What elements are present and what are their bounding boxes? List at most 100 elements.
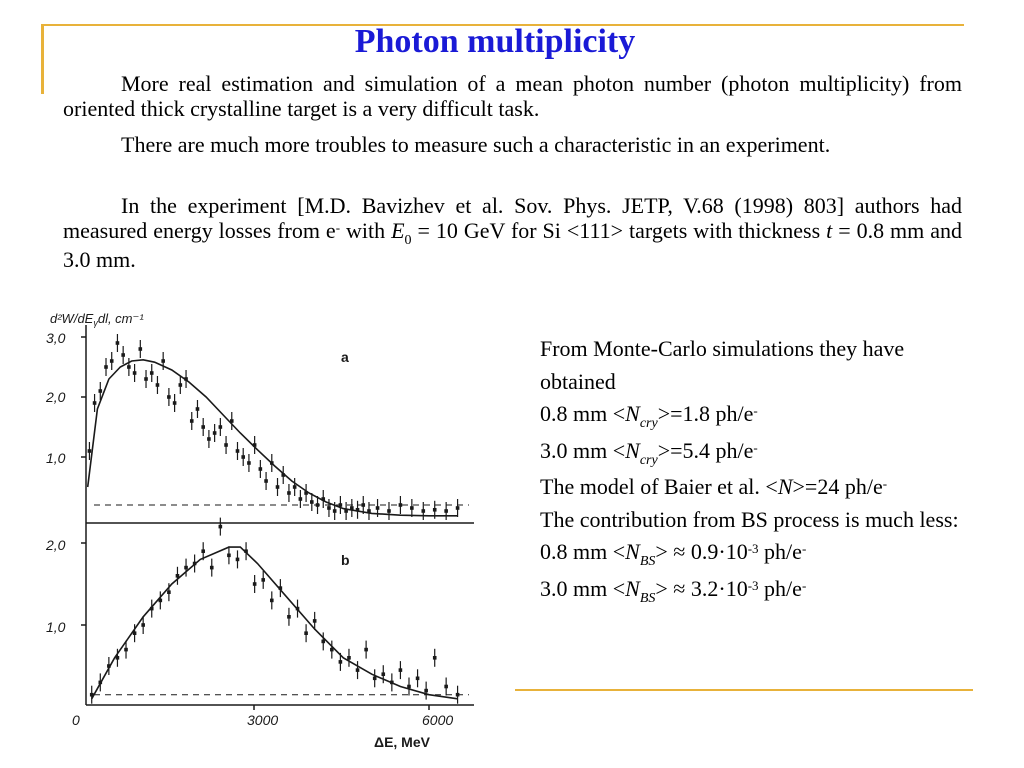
data-point-a-36 [292, 478, 297, 496]
data-point-b-14 [209, 558, 214, 577]
data-point-a-51 [387, 502, 391, 520]
paragraph-1: More real estimation and simulation of a… [63, 71, 962, 121]
energy-subscript: 0 [404, 233, 412, 248]
data-point-a-9 [138, 340, 143, 358]
data-point-a-17 [184, 370, 188, 388]
data-point-a-15 [172, 394, 177, 412]
data-point-b-9 [167, 583, 171, 602]
data-point-a-1 [92, 394, 97, 412]
data-point-b-2 [107, 657, 111, 675]
data-point-a-16 [178, 376, 183, 394]
charge-sup: - [882, 476, 888, 491]
data-point-a-35 [287, 484, 291, 502]
data-point-b-26 [312, 611, 317, 630]
data-point-a-22 [212, 424, 217, 442]
electron-charge-sup: - [335, 220, 341, 235]
data-point-a-2 [98, 382, 103, 400]
figure-ylabel: d²W/dEγdl, cm⁻¹ [50, 311, 144, 328]
charge-sup: - [801, 577, 807, 593]
data-point-b-8 [158, 591, 163, 610]
data-point-b-13 [201, 542, 205, 561]
data-point-b-7 [149, 599, 154, 618]
charge-sup: - [801, 541, 807, 556]
data-point-a-7 [127, 358, 131, 376]
paragraph-2: There are much more troubles to measure … [121, 132, 831, 157]
result-model-baier: The model of Baier et al. <N>=24 ph/e- [540, 471, 980, 504]
data-point-b-1 [98, 673, 103, 692]
energy-symbol: E [391, 218, 405, 243]
p3-text-b: with [340, 218, 392, 243]
data-point-a-6 [121, 346, 125, 364]
result-text: 3.0 mm < [540, 437, 626, 463]
charge-sup: - [753, 439, 758, 455]
data-point-b-11 [184, 558, 188, 577]
data-point-b-27 [321, 632, 326, 651]
result-value: >=1.8 ph/e [657, 401, 754, 426]
xtick-6000: 6000 [422, 712, 453, 728]
data-point-b-12 [192, 554, 197, 573]
data-point-b-40 [432, 648, 437, 667]
panel-b-label: b [341, 552, 350, 568]
data-point-b-35 [390, 673, 394, 692]
data-point-b-30 [347, 648, 351, 667]
data-point-a-10 [144, 370, 148, 388]
data-point-b-16 [227, 546, 231, 565]
result-value: >=5.4 ph/e [657, 437, 754, 463]
fit-curve-a [86, 358, 458, 517]
data-point-b-15 [218, 517, 223, 536]
data-point-a-28 [247, 454, 251, 472]
data-point-b-10 [175, 566, 180, 585]
data-point-a-23 [218, 418, 223, 436]
fit-curve-b [91, 546, 458, 700]
data-point-a-18 [189, 412, 194, 430]
data-point-a-5 [115, 334, 120, 352]
data-point-a-24 [224, 436, 228, 454]
data-point-a-45 [344, 502, 348, 520]
xtick-3000: 3000 [247, 712, 278, 728]
result-value: > ≈ 0.9·10 [655, 539, 748, 564]
data-point-a-41 [321, 490, 326, 508]
energy-loss-figure: d²W/dEγdl, cm⁻¹ a b 3,0 2,0 1,0 2,0 1,0 … [45, 311, 474, 750]
data-point-a-20 [201, 418, 205, 436]
data-point-a-42 [327, 499, 331, 517]
data-point-b-28 [330, 640, 334, 659]
ytick-b-1: 1,0 [46, 619, 66, 635]
result-text: 0.8 mm < [540, 401, 626, 426]
data-point-a-55 [432, 500, 437, 519]
data-point-b-4 [124, 640, 128, 659]
result-cry-30: 3.0 mm <Ncry>=5.4 ph/e- [540, 435, 980, 472]
figure-xlabel: ΔE, MeV [374, 734, 431, 750]
charge-sup: - [753, 403, 758, 418]
results-intro: From Monte-Carlo simulations they have o… [540, 336, 905, 394]
data-point-a-34 [281, 466, 286, 484]
n-subscript: BS [639, 590, 656, 606]
data-point-a-25 [229, 412, 234, 430]
data-point-a-52 [398, 496, 403, 514]
data-point-b-37 [407, 677, 411, 696]
data-point-b-21 [269, 591, 274, 610]
data-point-a-43 [332, 502, 337, 520]
n-symbol: N [777, 474, 793, 499]
data-point-a-53 [410, 499, 414, 517]
data-point-a-26 [235, 442, 240, 460]
exponent-sup: -3 [747, 577, 759, 593]
result-text: 3.0 mm < [540, 575, 626, 601]
accent-bar-vertical [41, 24, 44, 94]
data-point-b-23 [287, 607, 291, 626]
p3-text-d: = 0.8 mm and 3.0 mm. [63, 218, 963, 272]
result-text: 0.8 mm < [540, 539, 626, 564]
data-point-b-22 [278, 579, 283, 598]
data-point-a-31 [264, 472, 268, 490]
data-point-a-14 [167, 388, 171, 406]
slide-title: Photon multiplicity [354, 23, 636, 60]
n-subscript: BS [639, 554, 656, 569]
data-point-a-4 [109, 352, 114, 370]
data-point-a-46 [350, 499, 354, 517]
result-value: >=24 ph/e [792, 474, 883, 499]
p3-text-c: = 10 GeV for Si <111> targets with thick… [411, 218, 827, 243]
data-point-b-42 [455, 685, 460, 704]
data-point-a-29 [252, 436, 257, 454]
result-bs-08: 0.8 mm <NBS> ≈ 0.9·10-3 ph/e- [540, 536, 980, 573]
data-point-b-3 [115, 648, 120, 667]
n-symbol: N [625, 575, 640, 601]
